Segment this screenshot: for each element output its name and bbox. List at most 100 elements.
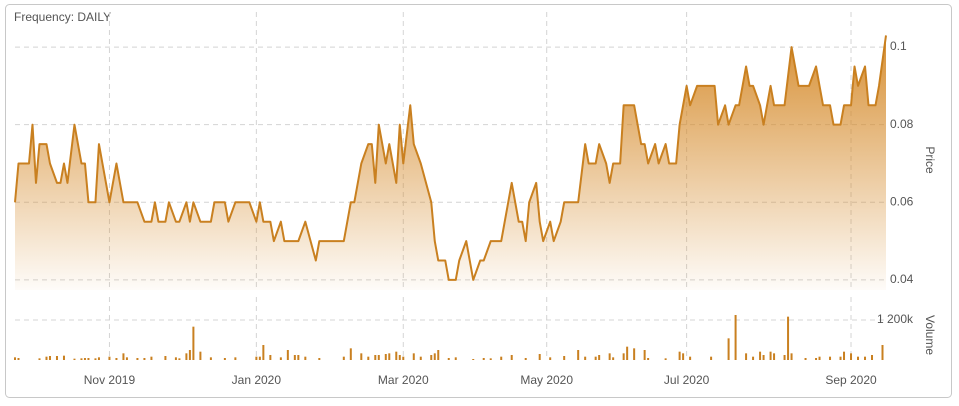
volume-bar	[584, 356, 587, 360]
volume-bar	[752, 356, 755, 360]
volume-bar	[48, 356, 51, 360]
volume-bar	[612, 357, 615, 360]
volume-bar	[384, 354, 387, 360]
volume-bar	[510, 355, 513, 360]
volume-bar	[185, 353, 188, 360]
volume-bar	[62, 355, 65, 360]
volume-bar	[804, 358, 807, 360]
x-tick-label: Sep 2020	[825, 373, 877, 387]
price-line	[14, 35, 887, 281]
volume-bar	[664, 358, 667, 360]
volume-bar	[125, 357, 128, 360]
volume-bar	[286, 350, 289, 360]
frequency-label: Frequency: DAILY	[14, 10, 111, 24]
volume-bar	[437, 350, 440, 360]
y-tick-label: 0.06	[890, 194, 914, 208]
volume-bar	[14, 357, 16, 360]
volume-bar	[881, 345, 884, 360]
volume-bar	[647, 358, 650, 360]
volume-bar	[97, 357, 100, 360]
volume-bar	[360, 353, 363, 360]
volume-bar	[412, 353, 415, 360]
volume-bar	[178, 358, 181, 360]
volume-bar	[472, 359, 475, 360]
volume-bar	[234, 357, 237, 360]
volume-bar	[262, 345, 265, 360]
volume-bar	[839, 356, 842, 360]
volume-bar	[850, 353, 853, 360]
volume-bar	[342, 356, 345, 360]
volume-bar	[734, 315, 737, 360]
volume-bar	[255, 356, 258, 360]
volume-bar	[524, 358, 527, 360]
volume-bar	[122, 353, 125, 360]
volume-bar	[769, 351, 772, 360]
volume-bar	[577, 350, 580, 360]
x-tick-label: May 2020	[520, 373, 573, 387]
volume-bar	[787, 316, 790, 360]
volume-bar	[87, 358, 90, 360]
volume-bar	[38, 358, 41, 360]
volume-axis-label: Volume	[923, 315, 937, 355]
volume-bar	[454, 357, 457, 360]
volume-bar	[367, 356, 370, 360]
volume-bar	[269, 355, 272, 360]
volume-bar	[762, 355, 765, 360]
volume-bar	[150, 356, 153, 360]
volume-bar	[94, 358, 97, 360]
volume-bar	[710, 356, 713, 360]
volume-bar	[500, 356, 503, 360]
volume-bar	[164, 356, 167, 360]
price-axis-label: Price	[923, 146, 937, 174]
volume-bar	[55, 356, 58, 360]
volume-bar	[829, 356, 832, 360]
volume-bar	[857, 356, 860, 360]
volume-bar	[209, 357, 212, 360]
y-tick-label: 0.04	[890, 272, 914, 286]
volume-bar	[73, 358, 76, 360]
y-tick-label: 0.1	[890, 39, 907, 53]
volume-bar	[115, 358, 118, 360]
volume-bar	[136, 358, 139, 360]
volume-bar	[223, 358, 226, 360]
volume-bar	[258, 356, 261, 360]
volume-bar	[745, 353, 748, 360]
volume-bar	[598, 355, 601, 360]
volume-bar	[864, 356, 867, 360]
volume-bar	[192, 326, 195, 360]
volume-bar	[871, 355, 874, 360]
volume-bar	[682, 353, 685, 360]
x-tick-label: Jan 2020	[232, 373, 282, 387]
volume-bar	[80, 358, 83, 360]
volume-bar	[447, 358, 450, 360]
volume-bar	[783, 355, 786, 360]
volume-bar	[678, 351, 681, 360]
volume-bar	[538, 354, 541, 360]
volume-bar	[594, 356, 597, 360]
volume-bar	[349, 348, 352, 360]
volume-bar	[815, 358, 818, 360]
volume-bar	[790, 353, 793, 360]
volume-bar	[773, 353, 776, 360]
volume-bar	[689, 356, 692, 360]
volume-bar	[374, 355, 377, 360]
volume-bar	[279, 357, 282, 360]
volume-bar	[433, 353, 436, 360]
x-tick-label: Nov 2019	[84, 373, 136, 387]
volume-bar	[633, 348, 636, 360]
y-tick-label: 0.08	[890, 117, 914, 131]
volume-bar	[482, 358, 485, 360]
x-tick-label: Mar 2020	[378, 373, 429, 387]
volume-bar	[626, 346, 629, 360]
volume-bar	[199, 351, 202, 360]
volume-bar	[293, 355, 296, 360]
volume-bar	[143, 358, 146, 360]
price-area	[15, 35, 886, 291]
volume-bar	[843, 351, 846, 360]
volume-bar	[430, 355, 433, 360]
x-tick-label: Jul 2020	[664, 373, 710, 387]
volume-bar	[108, 356, 111, 360]
volume-bar	[377, 355, 380, 360]
volume-bar	[318, 358, 321, 360]
